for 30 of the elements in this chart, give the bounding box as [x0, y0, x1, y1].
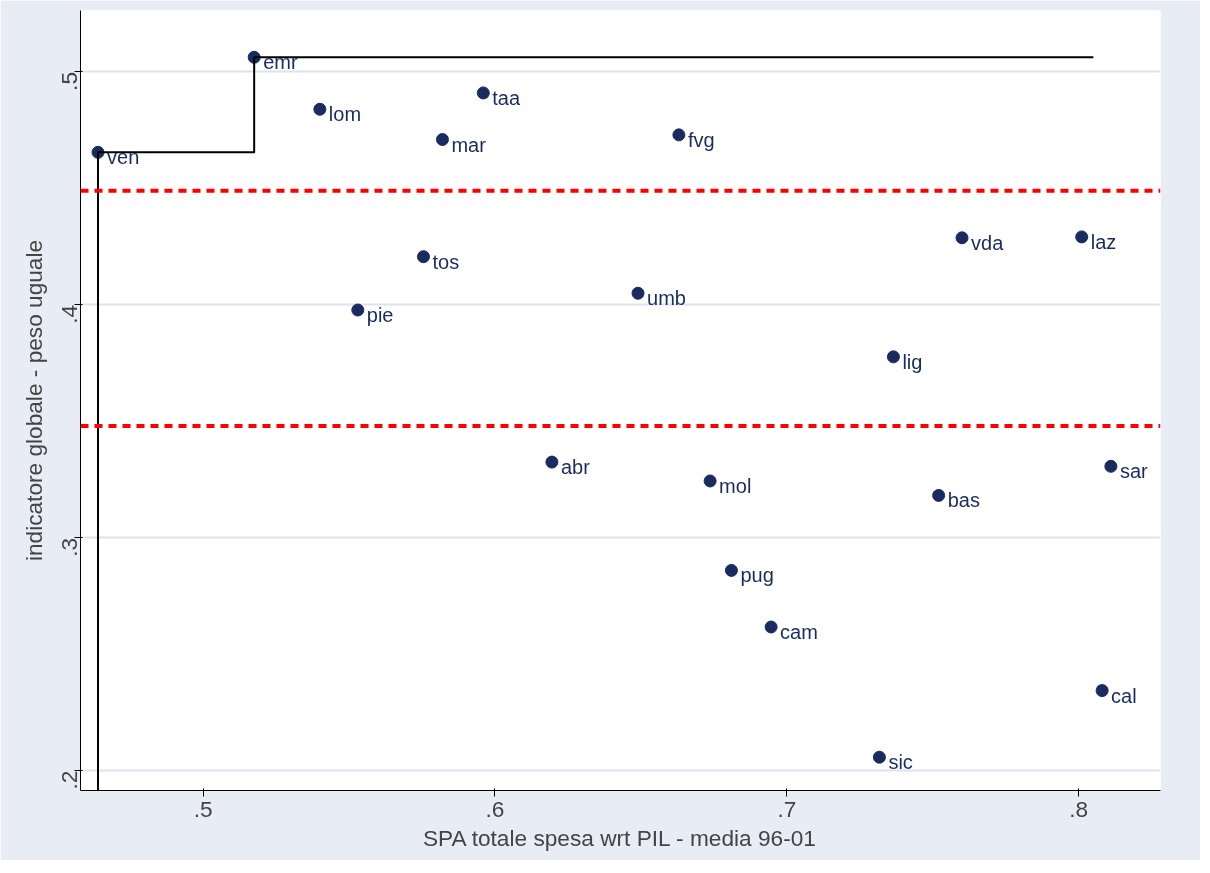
annotation: mar: [451, 133, 487, 156]
annotation: laz: [1090, 230, 1117, 253]
x-tick-label: .5: [193, 795, 213, 822]
y-axis-title: indicatore globale - peso uguale: [20, 239, 47, 562]
x-tick-label: .7: [777, 795, 797, 822]
x-tick-label: .8: [1069, 795, 1089, 822]
annotation: mol: [719, 474, 752, 497]
y-tick-label: .3: [56, 537, 82, 557]
annotation: emr: [263, 51, 298, 74]
annotation: pie: [366, 304, 394, 327]
annotation: tos: [432, 250, 460, 273]
y-tick-label: .5: [56, 71, 82, 91]
annotation: vda: [971, 231, 1005, 254]
annotation: abr: [560, 456, 591, 479]
x-tick-label: .6: [485, 795, 505, 822]
annotation: fvg: [687, 128, 715, 151]
y-tick-label: .4: [56, 304, 82, 324]
annotation: lig: [902, 350, 923, 373]
annotation: ven: [107, 146, 140, 169]
annotation: pug: [740, 564, 774, 587]
annotation: lom: [328, 103, 362, 126]
annotation: taa: [492, 86, 521, 109]
annotation: bas: [947, 489, 980, 512]
annotation: cal: [1111, 684, 1137, 707]
annotation: sar: [1119, 460, 1148, 483]
annotation: cam: [780, 621, 818, 643]
annotation: umb: [647, 287, 686, 310]
annotation: sic: [888, 751, 913, 774]
x-axis-title: SPA totale spesa wrt PIL - media 96-01: [423, 824, 816, 851]
y-tick-label: .2: [56, 770, 82, 790]
